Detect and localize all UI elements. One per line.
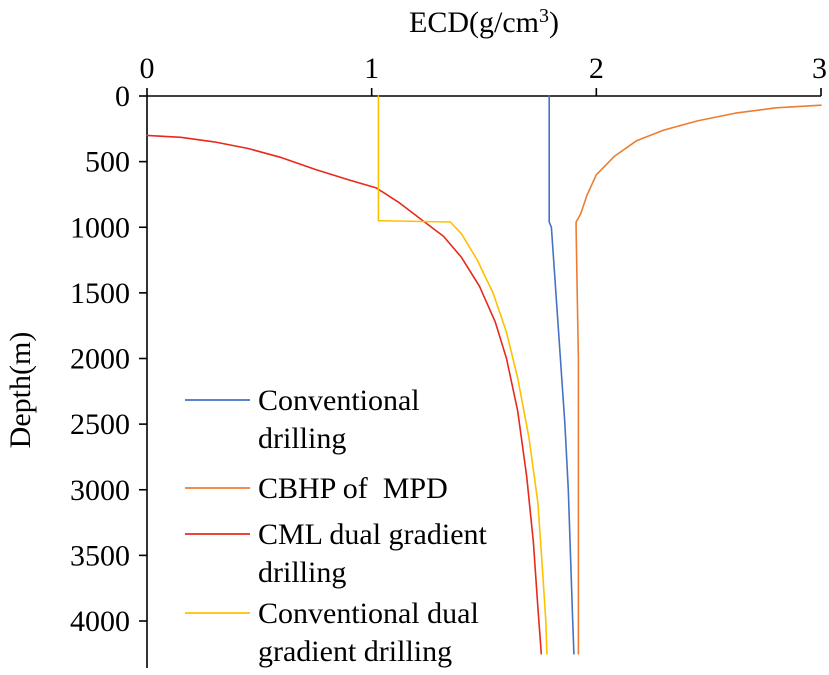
y-tick-label: 0 [115, 80, 130, 113]
x-axis-title-close: ) [549, 6, 559, 39]
legend-label-conventional-dual-gradient-drilling: gradient drilling [258, 635, 452, 668]
x-axis-title-superscript: 3 [539, 5, 549, 27]
legend-label-cml-dual-gradient-drilling: drilling [258, 556, 346, 589]
y-tick-label: 1000 [70, 211, 130, 244]
y-axis-title: Depth(m) [4, 332, 37, 449]
axes [146, 95, 821, 668]
y-tick-label: 3000 [70, 474, 130, 507]
legend-label-cbhp-of-mpd: CBHP of MPD [258, 472, 448, 505]
legend: Conventional drilling CBHP of MPD CML dual … [185, 384, 488, 668]
y-tick-label: 500 [85, 146, 130, 179]
y-tick-label: 1500 [70, 277, 130, 310]
legend-label-conventional-drilling: Conventional [258, 384, 420, 417]
series-group [146, 95, 822, 655]
x-axis-title: ECD(g/cm3) [409, 5, 559, 39]
x-tick-label: 0 [140, 52, 155, 85]
y-tick-label: 4000 [70, 605, 130, 638]
y-tick-label: 2000 [70, 343, 130, 376]
x-axis-title-main: ECD(g/cm [409, 6, 539, 39]
x-tick-label: 3 [812, 52, 827, 85]
legend-label-cml-dual-gradient-drilling: CML dual gradient [258, 518, 488, 551]
y-tick-label: 3500 [70, 539, 130, 572]
series-line-conventional-dual-gradient-drilling [377, 95, 548, 655]
series-line-conventional-drilling [548, 95, 575, 655]
y-tick-label: 2500 [70, 408, 130, 441]
x-axis-ticks: 0 1 2 3 [140, 52, 827, 96]
x-tick-label: 1 [364, 52, 379, 85]
legend-label-conventional-dual-gradient-drilling: Conventional dual [258, 597, 479, 630]
y-axis-ticks: 0 500 1000 1500 2000 2500 3000 3500 4000 [70, 80, 147, 638]
series-line-cbhp-of-mpd [575, 104, 822, 655]
x-tick-label: 2 [589, 52, 604, 85]
legend-label-conventional-drilling: drilling [258, 422, 346, 455]
series-line-cml-dual-gradient-drilling [146, 134, 543, 655]
